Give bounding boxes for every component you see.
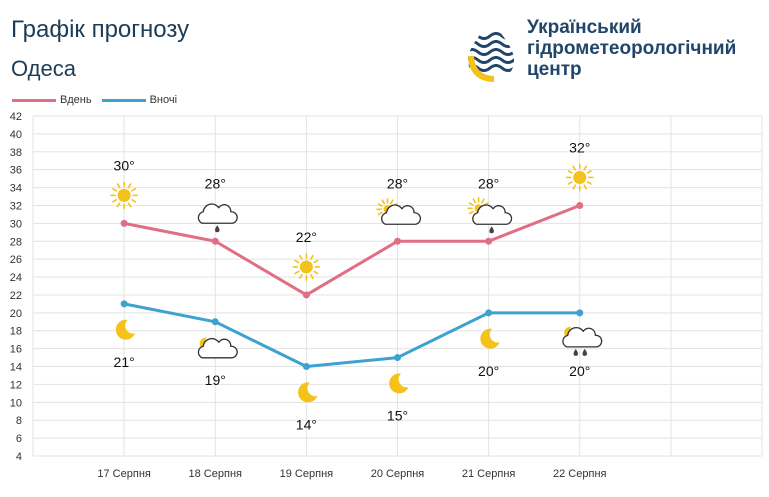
y-tick-label: 6 (16, 433, 22, 445)
moon-icon (298, 382, 318, 403)
day-series-line (123, 204, 581, 297)
legend-swatch-day (12, 98, 56, 102)
legend-label-night: Вночі (149, 94, 178, 106)
day-point (211, 237, 219, 245)
y-tick-label: 16 (10, 344, 22, 356)
sun-icon (110, 181, 138, 210)
day-point (576, 201, 584, 209)
moon-icon (480, 328, 500, 349)
y-tick-label: 40 (10, 129, 22, 141)
night-temp-label: 15° (387, 408, 408, 424)
day-point (120, 219, 128, 227)
night-point (211, 318, 219, 326)
y-tick-label: 22 (10, 290, 22, 302)
moon-icon (389, 373, 409, 394)
sun-icon (292, 253, 321, 281)
moon-cloud-rain-icon (562, 326, 603, 356)
night-temp-label: 19° (205, 372, 226, 388)
x-tick-label: 19 Серпня (280, 468, 334, 480)
org-name: Український гідрометеорологічний центр (527, 17, 736, 80)
night-point (576, 309, 584, 317)
x-tick-label: 17 Серпня (97, 468, 151, 480)
night-point (485, 309, 493, 317)
y-tick-label: 20 (10, 308, 22, 320)
night-temp-label: 14° (296, 417, 317, 433)
y-tick-label: 34 (10, 183, 22, 195)
sun-cloud-icon (376, 197, 422, 225)
y-tick-label: 10 (10, 397, 22, 409)
moon-cloud-icon (197, 337, 238, 359)
y-tick-label: 28 (10, 236, 22, 248)
day-point (302, 291, 310, 299)
night-temp-label: 20° (569, 363, 590, 379)
night-point (302, 363, 310, 371)
x-tick-label: 21 Серпня (462, 468, 516, 480)
forecast-chart: 4 6 8 10 12 14 16 18 20 22 24 26 28 30 32 34 36 38 40 42 17 … (10, 112, 763, 480)
chart-legend: Вдень Вночі (12, 93, 187, 107)
x-tick-label: 22 Серпня (553, 468, 607, 480)
page-title: Графік прогнозу (11, 16, 190, 43)
cloud-rain-icon (197, 203, 238, 233)
y-tick-label: 26 (10, 254, 22, 266)
org-line-3: центр (527, 59, 582, 80)
x-tick-label: 20 Серпня (371, 468, 425, 480)
day-point (485, 237, 493, 245)
sun-cloud-rain-icon (467, 196, 513, 234)
day-temp-label: 28° (205, 175, 226, 191)
y-tick-label: 4 (16, 451, 22, 463)
sun-icon (565, 163, 594, 192)
night-point (394, 354, 401, 362)
y-tick-label: 18 (10, 326, 22, 338)
legend-item-day: Вдень (12, 94, 92, 106)
y-tick-label: 24 (10, 272, 22, 284)
y-tick-label: 36 (10, 165, 22, 177)
y-tick-label: 42 (10, 112, 22, 123)
legend-item-night: Вночі (101, 94, 178, 106)
night-temp-label: 20° (478, 363, 499, 379)
y-tick-label: 14 (10, 362, 22, 374)
day-temp-label: 28° (387, 175, 408, 191)
day-point (394, 237, 401, 245)
day-temp-label: 30° (114, 157, 135, 173)
org-line-1: Український (527, 17, 642, 38)
org-line-2: гідрометеорологічний (527, 38, 737, 59)
y-tick-label: 30 (10, 218, 22, 230)
day-temp-label: 32° (569, 139, 590, 155)
day-temp-label: 22° (296, 229, 317, 245)
legend-swatch-night (101, 98, 146, 102)
day-temp-label: 28° (478, 175, 499, 191)
moon-icon (115, 319, 136, 340)
y-tick-label: 38 (10, 147, 22, 159)
night-point (120, 300, 128, 308)
y-tick-label: 8 (16, 415, 22, 427)
y-tick-label: 12 (10, 379, 22, 391)
ukrhydromet-logo-icon (468, 18, 514, 82)
city-name: Одеса (11, 56, 76, 81)
legend-label-day: Вдень (60, 94, 92, 106)
x-tick-label: 18 Серпня (189, 468, 243, 480)
night-series-line (123, 302, 580, 369)
night-temp-label: 21° (114, 354, 135, 370)
y-tick-label: 32 (10, 200, 22, 212)
